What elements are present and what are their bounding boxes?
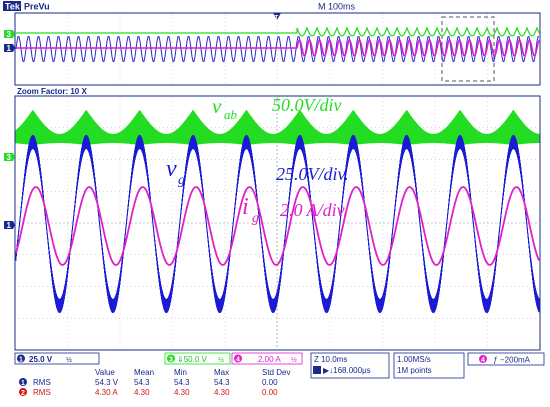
ch4-bw-icon: ½ xyxy=(291,356,297,364)
measurement-cell: RMS xyxy=(33,388,51,397)
measurement-header: Mean xyxy=(134,368,154,377)
ch1-bw-icon: ½ xyxy=(66,356,72,364)
measurement-cell: 54.3 V xyxy=(95,378,119,387)
ch3-zoom-marker[interactable]: 3 xyxy=(4,153,15,162)
measurement-source-icon xyxy=(19,378,27,386)
ch3-bw-icon: ½ xyxy=(218,356,224,364)
zoom-factor-label: Zoom Factor: 10 X xyxy=(17,87,87,96)
ch4-scale: 2.00 A xyxy=(258,355,281,364)
measurement-cell: RMS xyxy=(33,378,51,387)
prevu-label: PreVu xyxy=(24,2,50,12)
svg-text:v: v xyxy=(166,156,177,182)
sample-rate: 1.00MS/s xyxy=(397,355,431,364)
horizontal-box[interactable] xyxy=(310,352,390,379)
overview-ch4-trace xyxy=(16,39,540,57)
vab-annotation: v ab 50.0V/div xyxy=(212,94,342,122)
ig-annotation: i g 2.0 A/div. xyxy=(242,194,348,226)
svg-text:g: g xyxy=(252,211,259,226)
measurement-table: Value Mean Min Max Std Dev 1 RMS 54.3 V 54.3 54.3… xyxy=(19,368,290,397)
svg-text:T: T xyxy=(275,16,279,22)
svg-text:v: v xyxy=(212,94,222,118)
ch3-number: 3 xyxy=(169,357,173,364)
svg-text:50.0V/div: 50.0V/div xyxy=(272,95,342,115)
zoom-position: ▶↓168.000μs xyxy=(323,366,371,375)
measurement-cell: 54.3 xyxy=(174,378,190,387)
svg-text:25.0V/div.: 25.0V/div. xyxy=(276,164,349,184)
svg-text:ab: ab xyxy=(224,107,238,122)
measurement-source-number: 2 xyxy=(21,390,25,397)
svg-text:3: 3 xyxy=(7,30,12,39)
ch1-zoom-marker[interactable]: 1 xyxy=(4,221,15,230)
svg-text:3: 3 xyxy=(7,153,12,162)
ch3-scale-box[interactable] xyxy=(164,352,231,365)
measurement-header: Max xyxy=(214,368,229,377)
ch4-number: 4 xyxy=(236,357,240,364)
trigger-slope-icon: ƒ xyxy=(493,356,498,365)
ch1-scale-box[interactable] xyxy=(14,352,100,365)
trigger-position-icon xyxy=(313,366,321,374)
ch4-scale-box[interactable] xyxy=(231,352,303,365)
ch3-vab-trace xyxy=(15,110,540,145)
svg-text:g: g xyxy=(178,173,185,188)
measurement-source-icon xyxy=(19,388,27,396)
record-length: 1M points xyxy=(397,366,432,375)
ch4-ig-trace xyxy=(15,186,540,266)
trigger-source: 4 xyxy=(481,357,485,364)
ch3-overview-marker[interactable]: 3 xyxy=(4,30,15,39)
measurement-source-number: 1 xyxy=(21,380,25,387)
svg-text:1: 1 xyxy=(7,44,12,53)
measurement-cell: 0.00 xyxy=(262,388,278,397)
measurement-cell: 4.30 xyxy=(214,388,230,397)
vg-annotation: v g 25.0V/div. xyxy=(166,156,349,188)
svg-text:1: 1 xyxy=(7,221,12,230)
overview-panel xyxy=(14,12,541,86)
ch1-scale: 25.0 V xyxy=(29,355,53,364)
overview-ch1-trace xyxy=(15,36,539,62)
measurement-cell: 4.30 xyxy=(174,388,190,397)
trigger-box[interactable] xyxy=(467,352,545,366)
measurement-cell: 54.3 xyxy=(134,378,150,387)
zoom-panel xyxy=(14,95,541,351)
measurement-header: Min xyxy=(174,368,187,377)
measurement-header: Value xyxy=(95,368,115,377)
measurement-cell: 4.30 xyxy=(134,388,150,397)
brand-label: Tek xyxy=(5,2,21,12)
acquisition-box[interactable] xyxy=(393,352,465,379)
measurement-cell: 54.3 xyxy=(214,378,230,387)
ch3-scale: ⇓50.0 V xyxy=(177,355,207,364)
zoom-time: Z 10.0ms xyxy=(314,355,347,364)
measurement-header: Std Dev xyxy=(262,368,290,377)
status-bar: 1 25.0 V ½ 3 ⇓50.0 V ½ 4 2.00 A ½ Z 10.0… xyxy=(0,352,550,407)
svg-text:i: i xyxy=(242,194,249,220)
trigger-level: −200mA xyxy=(500,356,531,365)
svg-text:2.0 A/div.: 2.0 A/div. xyxy=(280,200,348,220)
overview-ch3-trace xyxy=(16,26,540,37)
measurement-cell: 4.30 A xyxy=(95,388,118,397)
ch1-overview-marker[interactable]: 1 xyxy=(4,44,15,53)
timebase-label: M 100ms xyxy=(318,2,356,12)
trigger-marker[interactable]: T xyxy=(273,13,281,22)
measurement-cell: 0.00 xyxy=(262,378,278,387)
ch1-number: 1 xyxy=(19,357,23,364)
tek-logo xyxy=(3,1,21,11)
